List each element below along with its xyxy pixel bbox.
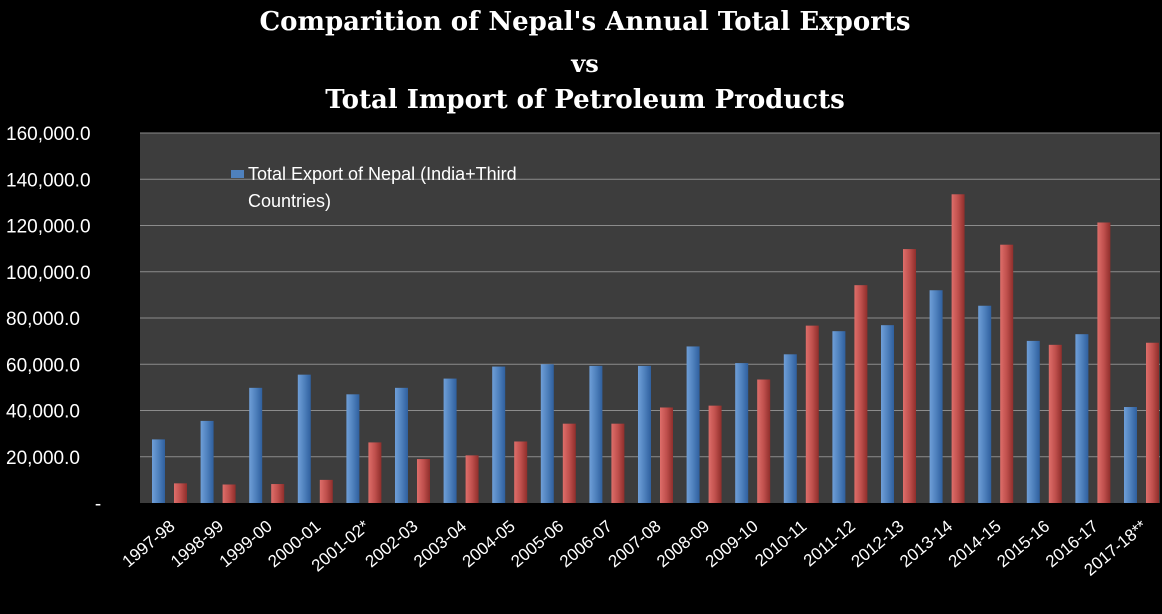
- y-tick-label: 20,000.0: [6, 448, 80, 469]
- bar-petroleum-import-1997-98: [174, 483, 187, 503]
- bar-petroleum-import-2009-10: [757, 379, 771, 503]
- bar-petroleum-import-2013-14: [951, 194, 965, 503]
- bar-petroleum-import-2016-17: [1097, 222, 1111, 503]
- y-tick-label: 60,000.0: [6, 355, 80, 376]
- bar-export-2009-10: [735, 363, 749, 503]
- bar-export-2008-09: [686, 346, 700, 503]
- legend: Total Export of Nepal (India+Third Count…: [231, 164, 517, 211]
- bar-petroleum-import-2006-07: [611, 423, 625, 503]
- bars: [152, 194, 1159, 503]
- bar-petroleum-import-2003-04: [465, 455, 479, 503]
- legend-label-line-2: Countries): [248, 191, 331, 211]
- bar-export-2010-11: [783, 354, 797, 503]
- bar-export-2001-02: [346, 394, 360, 503]
- bar-export-1999-00: [249, 387, 263, 503]
- bar-export-2007-08: [638, 365, 651, 503]
- bar-petroleum-import-2015-16: [1048, 344, 1062, 503]
- y-axis-ticks: 160,000.0 140,000.0 120,000.0 100,000.0 80,0…: [6, 124, 101, 515]
- bar-petroleum-import-2002-03: [417, 459, 430, 503]
- bar-export-2003-04: [443, 378, 457, 503]
- bar-export-2013-14: [929, 290, 943, 503]
- bar-export-2006-07: [589, 365, 603, 503]
- bar-petroleum-import-2012-13: [903, 249, 916, 503]
- bar-export-2015-16: [1026, 340, 1040, 503]
- bar-petroleum-import-2014-15: [1000, 244, 1014, 503]
- y-tick-label: 120,000.0: [6, 217, 91, 238]
- bar-export-2014-15: [978, 305, 992, 503]
- bar-export-2004-05: [492, 366, 506, 503]
- y-tick-label: 80,000.0: [6, 309, 80, 330]
- bar-export-2011-12: [832, 331, 846, 503]
- legend-swatch-export: [231, 170, 244, 178]
- bar-petroleum-import-2001-02: [368, 442, 382, 503]
- bar-export-2002-03: [395, 387, 408, 503]
- bar-export-1998-99: [200, 420, 214, 503]
- bar-petroleum-import-2017-18: [1146, 342, 1159, 503]
- bar-petroleum-import-2008-09: [708, 405, 722, 503]
- y-tick-label: 100,000.0: [6, 263, 91, 284]
- chart-title-line-2: vs: [570, 49, 598, 78]
- bar-export-2000-01: [297, 374, 311, 503]
- y-tick-label: 160,000.0: [6, 124, 91, 145]
- bar-petroleum-import-2005-06: [562, 423, 576, 503]
- y-tick-label: -: [95, 494, 101, 515]
- bar-export-2005-06: [540, 364, 554, 503]
- bar-export-2012-13: [881, 325, 894, 503]
- bar-export-2017-18: [1124, 407, 1137, 503]
- chart-title-line-3: Total Import of Petroleum Products: [325, 85, 845, 115]
- y-tick-label: 40,000.0: [6, 402, 80, 423]
- chart-title-line-1: Comparition of Nepal's Annual Total Expo…: [259, 7, 910, 37]
- bar-petroleum-import-1999-00: [271, 484, 285, 503]
- bar-petroleum-import-1998-99: [222, 484, 236, 503]
- y-tick-label: 140,000.0: [6, 170, 91, 191]
- legend-label-line-1: Total Export of Nepal (India+Third: [248, 164, 517, 184]
- bar-petroleum-import-2011-12: [854, 285, 868, 503]
- bar-petroleum-import-2000-01: [319, 479, 333, 503]
- bar-export-1997-98: [152, 439, 165, 503]
- bar-petroleum-import-2004-05: [514, 441, 528, 503]
- bar-export-2016-17: [1075, 334, 1089, 503]
- bar-petroleum-import-2010-11: [805, 325, 819, 503]
- bar-petroleum-import-2007-08: [660, 407, 673, 503]
